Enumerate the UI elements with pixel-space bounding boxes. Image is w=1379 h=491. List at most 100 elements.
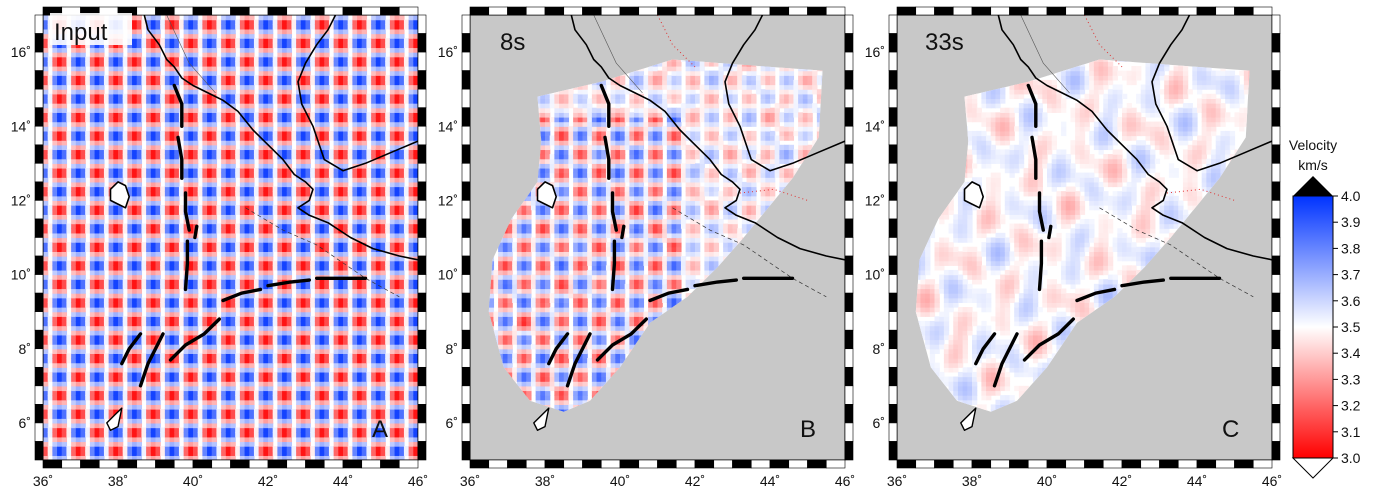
colorbar-unit: km/s [1298,157,1328,173]
fault-segment [620,224,626,240]
lat-tick-label: 12˚ [438,192,458,208]
coastline-or-border [724,15,845,172]
coastline-or-border [1020,15,1070,94]
axis-labels-input: 36˚ 38˚ 40˚ 42˚ 44˚ 46˚ 6˚ 8˚ 10˚ 12˚ 14˚ 16˚ [11,44,428,489]
lon-tick-label: 42˚ [258,473,278,489]
tectonic-overlay-33s [960,15,1272,431]
coastline-or-border [143,15,418,261]
fault-segment [1047,224,1053,240]
lon-tick-label: 44˚ [333,473,353,489]
lon-tick-label: 38˚ [108,473,128,489]
lon-tick-label: 36˚ [460,473,480,489]
lon-tick-label: 40˚ [1037,473,1057,489]
fault-segment [221,287,263,303]
fault-segment [610,239,617,292]
fault-segment [1037,239,1044,292]
lon-tick-label: 36˚ [33,473,53,489]
lon-tick-label: 46˚ [408,473,428,489]
panel-letter-a: A [372,416,388,443]
fault-segment [172,83,184,128]
fault-segment [138,332,165,388]
coastline-or-border [997,15,1272,261]
lat-tick-label: 14˚ [865,118,885,134]
lon-tick-label: 40˚ [610,473,630,489]
fault-segment [565,332,592,388]
panel-title-33s: 33s [925,29,964,56]
colorbar-tick-label: 3.6 [1341,293,1361,309]
colorbar-tick-label: 3.4 [1341,345,1361,361]
fault-segment [1037,191,1045,232]
fault-segment [183,191,191,232]
coastline-or-border [1099,207,1254,298]
fault-segment [648,287,690,303]
fault-segment [183,239,190,292]
colorbar-tick-label: 3.1 [1341,424,1361,440]
colorbar-overflow-high [1293,176,1333,196]
lon-tick-label: 42˚ [1112,473,1132,489]
colorbar-tick-label: 3.3 [1341,371,1361,387]
colorbar-ticks: 4.0 3.9 3.8 3.7 3.6 3.5 3.4 3.3 3.2 3.1 3.0 [1333,188,1361,466]
colorbar-scale [1292,195,1334,459]
colorbar-tick-label: 3.0 [1341,450,1361,466]
fault-segment [603,135,611,180]
panel-8s: 36˚ 38˚ 40˚ 42˚ 44˚ 46˚ 6˚ 8˚ 10˚ 12˚ 14˚ 16˚ 8s B [438,6,855,489]
velocity-colorbar: Velocity km/s 4.0 3.9 3.8 3.7 3.6 3.5 3.4 3.3 3.… [1289,137,1361,479]
lat-tick-label: 16˚ [865,44,885,60]
fault-segment [992,332,1019,388]
fault-segment [1120,278,1165,288]
coastline-or-border [960,407,977,431]
fault-segment [1075,287,1117,303]
fault-segment [168,317,221,362]
axis-labels-8s: 36˚ 38˚ 40˚ 42˚ 44˚ 46˚ 6˚ 8˚ 10˚ 12˚ 14˚ 16˚ [438,44,855,489]
lat-tick-label: 8˚ [446,341,458,357]
lon-tick-label: 36˚ [887,473,907,489]
coastline-or-border [963,181,984,209]
fault-segment [610,191,618,232]
coastline-or-border [672,207,827,298]
map-frame-33s [888,6,1281,469]
lat-tick-label: 8˚ [19,341,31,357]
fault-segment [193,224,199,240]
title-box-input [50,13,132,45]
map-area-8s [470,15,845,460]
lat-tick-label: 16˚ [438,44,458,60]
panel-33s: 36˚ 38˚ 40˚ 42˚ 44˚ 46˚ 6˚ 8˚ 10˚ 12˚ 14˚ 16˚ 33s C [865,6,1282,489]
lat-tick-label: 6˚ [19,415,31,431]
coastline-or-border [570,15,845,261]
coastline-or-border [536,181,557,209]
fault-segment [120,332,143,366]
lon-tick-label: 44˚ [1187,473,1207,489]
lon-tick-label: 40˚ [183,473,203,489]
coastline-or-border [106,407,123,431]
lat-tick-label: 12˚ [11,192,31,208]
lat-tick-label: 6˚ [873,415,885,431]
tectonic-overlay-input [106,15,418,431]
coastline-or-border [593,15,643,94]
lat-tick-label: 10˚ [11,267,31,283]
axis-labels-33s: 36˚ 38˚ 40˚ 42˚ 44˚ 46˚ 6˚ 8˚ 10˚ 12˚ 14˚ 16˚ [865,44,1282,489]
colorbar-tick-label: 3.7 [1341,267,1361,283]
colorbar-tick-label: 3.2 [1341,398,1361,414]
coastline-or-border [1151,15,1272,172]
map-area-33s [897,15,1272,460]
map-area-input [43,15,418,460]
colorbar-tick-label: 3.9 [1341,214,1361,230]
fault-segment [1022,317,1075,362]
panel-letter-b: B [800,416,816,443]
lat-tick-label: 10˚ [438,267,458,283]
fault-segment [693,278,738,288]
lon-tick-label: 38˚ [535,473,555,489]
coastline-or-border [166,15,216,94]
panel-title-input: Input [54,19,108,46]
fault-segment [266,278,311,288]
panel-title-8s: 8s [500,29,525,56]
colorbar-tick-label: 3.5 [1341,319,1361,335]
lon-tick-label: 46˚ [1262,473,1282,489]
colorbar-overflow-low [1291,457,1335,479]
lat-tick-label: 6˚ [446,415,458,431]
coastline-or-border [297,15,418,172]
colorbar-title: Velocity [1289,137,1337,153]
fault-segment [1030,135,1038,180]
fault-segment [547,332,570,366]
